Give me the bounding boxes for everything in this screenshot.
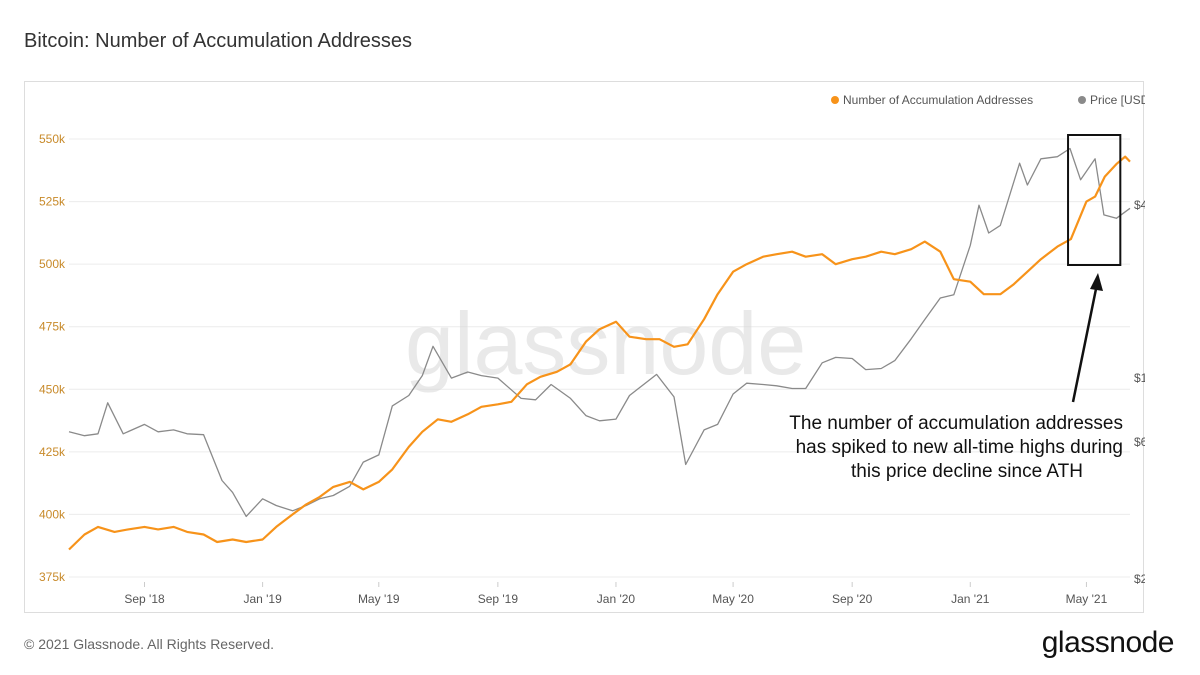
chart-svg: glassnode 375k 400k 425k 450k 475k 500k 525k 55… [39, 93, 1145, 606]
right-tick-label: $6k [1134, 435, 1145, 449]
annotation-arrow-shaft [1071, 283, 1099, 403]
accumulation-line [68, 155, 1131, 551]
left-tick-label: 500k [39, 257, 66, 271]
left-tick-label: 450k [39, 382, 66, 396]
x-tick-label: Sep '20 [832, 592, 873, 606]
annotation-box [1067, 134, 1122, 266]
x-tick-label: May '21 [1066, 592, 1108, 606]
left-tick-label: 400k [39, 507, 66, 521]
left-tick-label: 525k [39, 195, 66, 209]
x-tick-label: May '19 [358, 592, 400, 606]
legend-price-label: Price [USD] [1090, 93, 1145, 107]
annotation-arrow-head [1090, 273, 1103, 291]
annotation-text-line: this price decline since ATH [851, 461, 1083, 482]
left-tick-label: 425k [39, 445, 66, 459]
left-tick-label: 550k [39, 132, 66, 146]
x-tick-label: Jan '19 [243, 592, 282, 606]
left-tick-label: 375k [39, 570, 66, 584]
watermark: glassnode [405, 294, 806, 393]
annotation-text-line: The number of accumulation addresses [789, 413, 1123, 434]
x-tick-label: Sep '19 [478, 592, 519, 606]
page-title: Bitcoin: Number of Accumulation Addresse… [24, 30, 412, 52]
copyright-text: © 2021 Glassnode. All Rights Reserved. [24, 636, 275, 652]
x-axis: Sep '18 Jan '19 May '19 Sep '19 Jan '20 May '… [124, 582, 1108, 606]
x-tick-label: Jan '21 [951, 592, 990, 606]
left-tick-label: 475k [39, 320, 66, 334]
grid-layer [69, 138, 1130, 578]
chart-frame: glassnode 375k 400k 425k 450k 475k 500k 525k 55… [24, 81, 1145, 613]
price-line [68, 147, 1131, 518]
annotation-text-line: has spiked to new all-time highs during [796, 437, 1123, 458]
annotation: The number of accumulation addresses has … [789, 134, 1123, 482]
x-tick-label: May '20 [712, 592, 754, 606]
legend-accumulation-marker [831, 96, 839, 104]
x-tick-label: Sep '18 [124, 592, 165, 606]
legend: Number of Accumulation Addresses Price [U… [831, 93, 1145, 107]
glassnode-logo: glassnode [1041, 626, 1175, 659]
left-axis: 375k 400k 425k 450k 475k 500k 525k 550k [39, 132, 66, 584]
right-tick-label: $2k [1134, 572, 1145, 586]
legend-price-marker [1078, 96, 1086, 104]
right-tick-label: $10k [1134, 371, 1145, 385]
series-layer [68, 147, 1131, 551]
x-tick-label: Jan '20 [597, 592, 636, 606]
right-tick-label: $40k [1134, 198, 1145, 212]
right-axis: $2k $6k $10k $40k [1134, 198, 1145, 586]
legend-accumulation-label: Number of Accumulation Addresses [843, 93, 1033, 107]
